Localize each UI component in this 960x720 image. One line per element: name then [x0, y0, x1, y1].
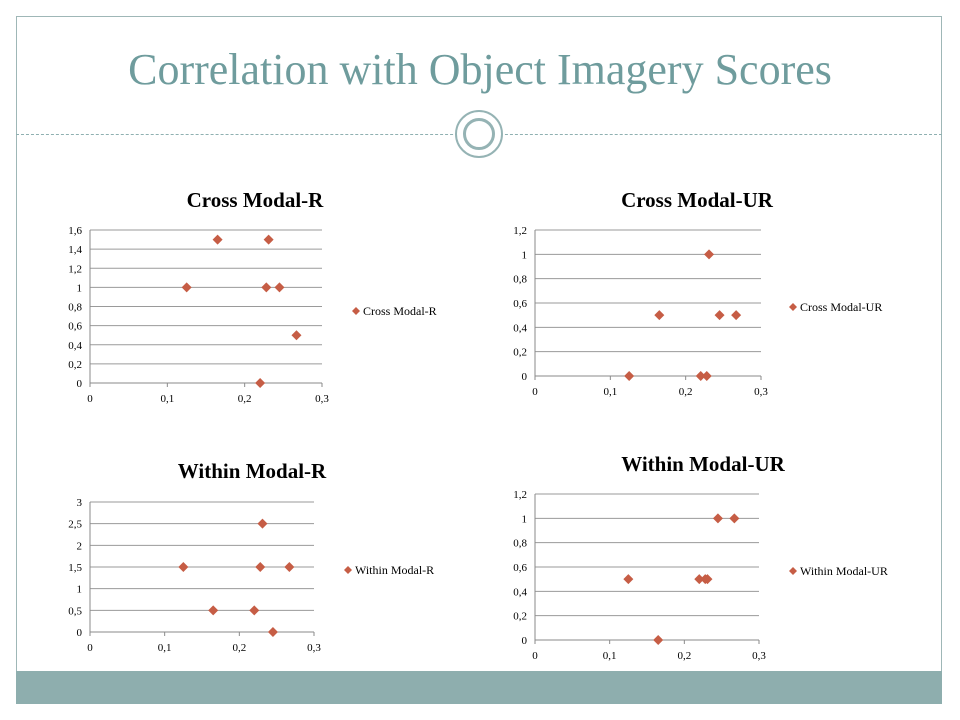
x-tick-label: 0,2 [679, 386, 693, 398]
x-tick-label: 0,2 [238, 393, 252, 405]
y-tick-label: 1,5 [68, 562, 82, 574]
x-tick-label: 0 [532, 386, 538, 398]
y-tick-label: 1 [77, 282, 83, 294]
data-point [291, 330, 302, 341]
y-tick-label: 0 [77, 378, 83, 390]
data-point [212, 234, 223, 245]
legend-label: Within Modal-R [355, 563, 434, 577]
y-tick-label: 1 [522, 513, 528, 525]
x-tick-label: 0,3 [752, 650, 766, 662]
footer-bar [16, 671, 942, 704]
y-tick-label: 0,2 [513, 611, 527, 623]
x-tick-label: 0,3 [754, 386, 768, 398]
data-point [624, 371, 635, 381]
y-tick-label: 0,2 [513, 347, 527, 359]
legend-marker-icon [789, 303, 797, 311]
data-point [712, 513, 723, 524]
data-point [178, 562, 189, 572]
circle-ornament-icon [455, 110, 503, 158]
x-tick-label: 0,2 [232, 642, 246, 654]
data-point [257, 518, 268, 529]
y-tick-label: 1 [522, 249, 528, 261]
chart-within-modal-ur: Within Modal-UR 0 0,2 0,4 0,6 0,8 1 1,2 0 0,1 0,2 0… [513, 452, 888, 662]
data-point [653, 635, 664, 645]
chart-title: Cross Modal-R [187, 188, 325, 212]
chart-within-modal-r: Within Modal-R 0 0,5 1 1,5 2 2,5 3 0 0,1 0,2 0,3 Wit… [68, 459, 434, 654]
data-point [261, 282, 272, 293]
y-tick-label: 0 [522, 371, 528, 383]
legend-marker-icon [352, 307, 360, 315]
chart-cross-modal-r: Cross Modal-R 0 0,2 0,4 0,6 0,8 1 1,2 1,4 1,6 0 0,1… [68, 188, 437, 405]
x-tick-label: 0,3 [307, 642, 321, 654]
data-point [695, 371, 706, 381]
legend-label: Cross Modal-UR [800, 300, 882, 314]
data-point [284, 562, 295, 572]
y-tick-label: 0,5 [68, 605, 82, 617]
y-tick-label: 1,4 [68, 244, 82, 256]
data-point [702, 574, 713, 585]
y-tick-label: 0,6 [68, 321, 82, 333]
data-point [255, 562, 266, 572]
data-point [255, 378, 266, 388]
data-point [263, 234, 274, 245]
y-tick-label: 0,6 [513, 562, 527, 574]
y-tick-label: 1,6 [68, 225, 82, 237]
x-tick-label: 0,1 [160, 393, 174, 405]
x-tick-label: 0,3 [315, 393, 329, 405]
x-tick-label: 0 [532, 650, 538, 662]
y-tick-label: 0,8 [513, 274, 527, 286]
data-point [731, 310, 742, 321]
y-tick-label: 3 [77, 497, 83, 509]
data-point [249, 605, 260, 616]
y-tick-label: 0,4 [68, 340, 82, 352]
y-tick-label: 0,8 [68, 302, 82, 314]
legend-label: Within Modal-UR [800, 564, 888, 578]
y-tick-label: 0,6 [513, 298, 527, 310]
data-point [267, 627, 278, 637]
data-point [208, 605, 219, 616]
x-tick-label: 0 [87, 642, 93, 654]
x-tick-label: 0,1 [603, 650, 617, 662]
legend-marker-icon [789, 567, 797, 575]
y-tick-label: 0 [77, 627, 83, 639]
y-tick-label: 0,8 [513, 538, 527, 550]
chart-cross-modal-ur: Cross Modal-UR 0 0,2 0,4 0,6 0,8 1 1,2 0 0,1 0,2 0,… [513, 188, 882, 398]
x-tick-label: 0 [87, 393, 93, 405]
x-tick-label: 0,2 [677, 650, 691, 662]
x-tick-label: 0,1 [158, 642, 172, 654]
y-tick-label: 0,2 [68, 359, 82, 371]
chart-title: Within Modal-R [178, 459, 327, 483]
data-point [729, 513, 740, 524]
y-tick-label: 1,2 [513, 225, 527, 237]
data-point [694, 574, 705, 585]
x-tick-label: 0,1 [603, 386, 617, 398]
y-tick-label: 2,5 [68, 519, 82, 531]
chart-title: Within Modal-UR [621, 452, 785, 476]
data-point [274, 282, 285, 293]
y-tick-label: 0 [522, 635, 528, 647]
y-tick-label: 0,4 [513, 586, 527, 598]
y-tick-label: 1,2 [68, 263, 82, 275]
data-point [704, 249, 715, 260]
data-point [654, 310, 665, 321]
data-point [181, 282, 192, 293]
chart-title: Cross Modal-UR [621, 188, 774, 212]
y-tick-label: 1,2 [513, 489, 527, 501]
data-point [701, 371, 712, 381]
y-tick-label: 0,4 [513, 322, 527, 334]
data-point [623, 574, 634, 585]
data-point [714, 310, 725, 321]
legend-label: Cross Modal-R [363, 304, 437, 318]
y-tick-label: 1 [77, 584, 83, 596]
y-tick-label: 2 [77, 540, 83, 552]
slide-title: Correlation with Object Imagery Scores [128, 45, 832, 94]
legend-marker-icon [344, 566, 352, 574]
